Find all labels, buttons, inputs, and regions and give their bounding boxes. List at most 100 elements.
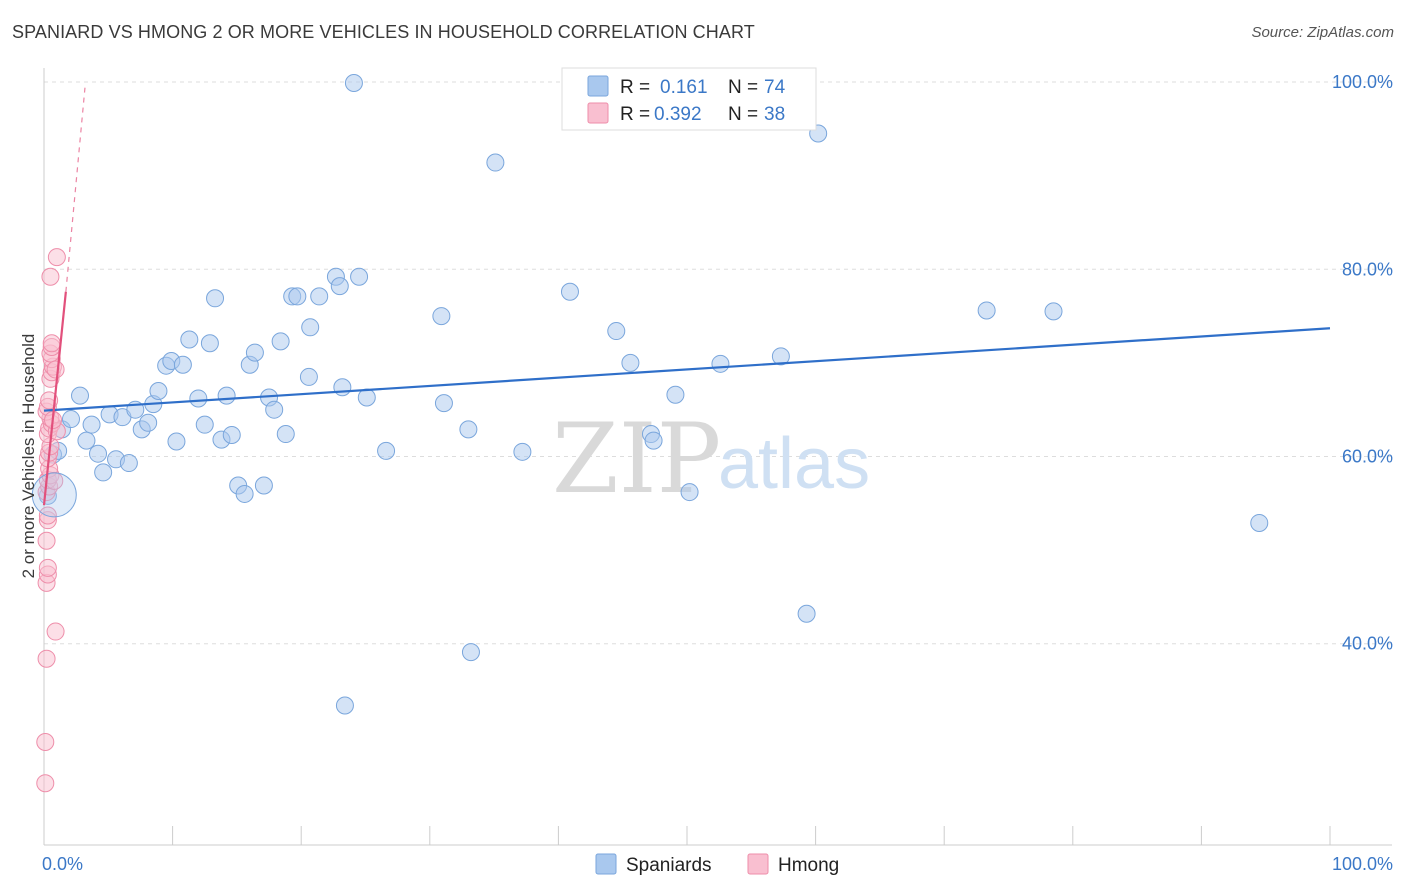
legend-n-label-spaniards: N = xyxy=(728,77,758,98)
point-spaniards xyxy=(560,282,579,301)
y-tick-label: 80.0% xyxy=(1342,259,1393,279)
point-spaniards xyxy=(621,353,640,372)
point-spaniards xyxy=(333,378,352,397)
legend-r-value-hmong: 0.392 xyxy=(654,104,702,125)
y-axis-label: 2 or more Vehicles in Household xyxy=(19,334,38,579)
point-hmong xyxy=(46,360,65,379)
chart-title: SPANIARD VS HMONG 2 OR MORE VEHICLES IN … xyxy=(12,22,755,42)
point-spaniards xyxy=(119,454,138,473)
point-spaniards xyxy=(235,484,254,503)
bottom-legend-swatch-spaniards xyxy=(595,853,617,875)
watermark-atlas: atlas xyxy=(718,424,870,504)
point-spaniards xyxy=(299,367,318,386)
legend-n-label-hmong: N = xyxy=(728,104,758,125)
trend-line-extension-hmong xyxy=(65,85,86,292)
point-hmong xyxy=(41,267,60,286)
trend-line-hmong xyxy=(42,291,67,506)
point-spaniards xyxy=(335,696,354,715)
point-spaniards xyxy=(89,444,108,463)
point-spaniards xyxy=(797,604,816,623)
point-spaniards xyxy=(222,425,241,444)
point-spaniards xyxy=(461,643,480,662)
point-spaniards xyxy=(1044,302,1063,321)
point-spaniards xyxy=(167,432,186,451)
point-hmong xyxy=(47,248,66,267)
x-tick-label: 0.0% xyxy=(42,854,83,874)
watermark: ZIP atlas xyxy=(552,403,870,515)
legend-n-value-spaniards: 74 xyxy=(764,77,786,98)
point-spaniards xyxy=(200,334,219,353)
point-spaniards xyxy=(771,347,790,366)
point-spaniards xyxy=(1250,513,1269,532)
source-label: Source: ZipAtlas.com xyxy=(1251,24,1394,41)
y-tick-label: 40.0% xyxy=(1342,634,1393,654)
point-spaniards xyxy=(644,431,663,450)
point-spaniards xyxy=(77,431,96,450)
legend-r-value-spaniards: 0.161 xyxy=(660,77,708,98)
point-spaniards xyxy=(288,287,307,306)
point-spaniards xyxy=(513,442,532,461)
point-hmong xyxy=(36,774,55,793)
bottom-legend-swatch-hmong xyxy=(747,853,769,875)
point-spaniards xyxy=(301,318,320,337)
point-spaniards xyxy=(71,386,90,405)
data-points xyxy=(31,73,1269,793)
point-spaniards xyxy=(180,330,199,349)
point-spaniards xyxy=(680,483,699,502)
legend: R = 0.161 N = 74 R = 0.392 N = 38 xyxy=(561,67,817,131)
point-spaniards xyxy=(217,386,236,405)
bottom-legend: Spaniards Hmong xyxy=(595,853,839,876)
point-spaniards xyxy=(271,332,290,351)
point-spaniards xyxy=(310,287,329,306)
point-spaniards xyxy=(195,415,214,434)
point-hmong xyxy=(46,622,65,641)
point-spaniards xyxy=(62,410,81,429)
point-hmong xyxy=(37,649,56,668)
y-tick-label: 100.0% xyxy=(1332,72,1393,92)
y-tick-label: 60.0% xyxy=(1342,447,1393,467)
point-spaniards xyxy=(330,277,349,296)
point-spaniards xyxy=(977,301,996,320)
x-ticks xyxy=(43,826,1331,845)
legend-r-label-spaniards: R = xyxy=(620,77,650,98)
point-spaniards xyxy=(350,267,369,286)
point-spaniards xyxy=(432,307,451,326)
legend-n-value-hmong: 38 xyxy=(764,104,785,125)
point-hmong xyxy=(38,558,57,577)
y-tick-labels: 100.0% 80.0% 60.0% 40.0% xyxy=(1332,72,1393,654)
point-spaniards xyxy=(189,389,208,408)
point-spaniards xyxy=(276,425,295,444)
point-spaniards xyxy=(206,289,225,308)
point-spaniards xyxy=(486,153,505,172)
trend-line-spaniards xyxy=(43,327,1331,412)
point-spaniards xyxy=(607,322,626,341)
bottom-legend-label-hmong: Hmong xyxy=(778,855,839,876)
point-hmong xyxy=(42,334,61,353)
bottom-legend-label-spaniards: Spaniards xyxy=(626,855,712,876)
point-spaniards xyxy=(459,420,478,439)
point-spaniards xyxy=(265,400,284,419)
point-spaniards xyxy=(377,441,396,460)
trend-lines xyxy=(42,85,1331,506)
point-spaniards xyxy=(711,354,730,373)
point-spaniards xyxy=(173,355,192,374)
x-tick-labels: 0.0% 100.0% xyxy=(42,854,1393,874)
point-spaniards xyxy=(139,413,158,432)
point-hmong xyxy=(37,531,56,550)
point-spaniards xyxy=(434,394,453,413)
legend-r-label-hmong: R = xyxy=(620,104,650,125)
point-spaniards xyxy=(82,415,101,434)
point-spaniards xyxy=(254,476,273,495)
point-spaniards-cluster xyxy=(31,472,77,518)
point-spaniards xyxy=(149,381,168,400)
point-spaniards xyxy=(344,73,363,92)
legend-swatch-spaniards xyxy=(587,75,609,97)
point-spaniards xyxy=(357,388,376,407)
point-spaniards xyxy=(94,463,113,482)
legend-swatch-hmong xyxy=(587,102,609,124)
x-tick-label: 100.0% xyxy=(1332,854,1393,874)
point-spaniards xyxy=(666,385,685,404)
point-spaniards xyxy=(245,343,264,362)
point-hmong xyxy=(36,733,55,752)
